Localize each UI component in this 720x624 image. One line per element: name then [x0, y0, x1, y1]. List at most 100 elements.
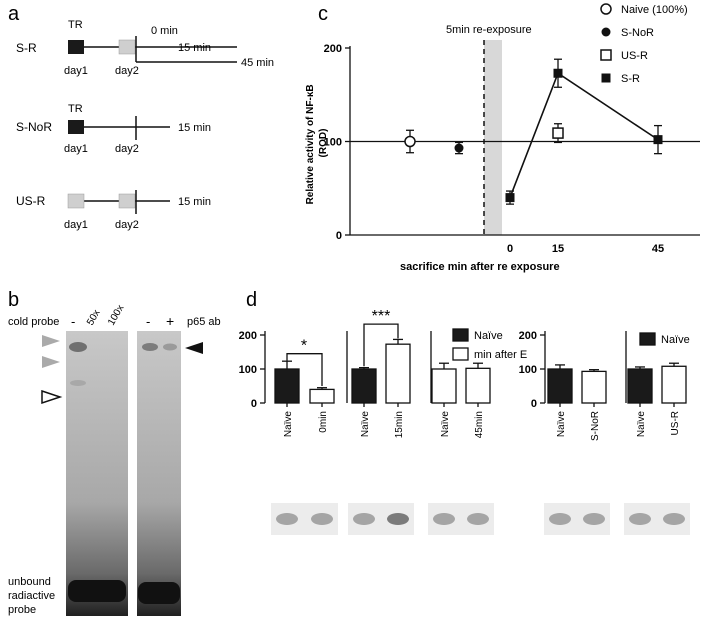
c-point-snor — [454, 143, 464, 153]
c-xtick-label: 0 — [507, 243, 513, 255]
c-point-sr — [553, 68, 563, 78]
d-bar — [547, 368, 573, 404]
legend-label: S-R — [621, 73, 640, 85]
c-sr-line — [509, 72, 659, 198]
d-ytick-label: 100 — [519, 364, 537, 376]
d-ytick-label: 0 — [251, 398, 257, 410]
snor-row-label: S-NoR — [16, 120, 52, 134]
d-legend-label: Naïve — [474, 330, 503, 342]
lane-label-50x: 50x — [85, 308, 103, 327]
gel-left — [66, 331, 128, 616]
snor-tr-label: TR — [68, 103, 83, 115]
d-xtick-label: Naïve — [440, 411, 451, 438]
p65-ab-label: p65 ab — [187, 316, 221, 328]
c-ylabel: Relative activity of NF-κB (ROD) — [305, 82, 329, 205]
d-bar — [661, 365, 687, 404]
d-blot-band — [549, 513, 571, 525]
d-xtick-label: Naïve — [636, 411, 647, 438]
legend-d: Naïve min after E Naïve — [452, 328, 690, 361]
gel-band-complex — [69, 342, 87, 352]
d-xtick-label: Naïve — [360, 411, 371, 438]
lane-label-minus-2: - — [146, 314, 150, 329]
panel-b: b cold probe - 50x 100x - + p65 ab unbou… — [8, 289, 221, 616]
unbound-label-2: radiactive — [8, 590, 55, 602]
gel-right — [137, 331, 181, 616]
d-xtick-label: US-R — [670, 411, 681, 435]
reexposure-shade — [484, 40, 502, 235]
snor-day2-label: day2 — [115, 143, 139, 155]
c-xtick-label: 15 — [552, 243, 564, 255]
panel-b-letter: b — [8, 289, 19, 311]
d-blot-band — [583, 513, 605, 525]
cold-probe-label: cold probe — [8, 316, 59, 328]
d-blot-band — [276, 513, 298, 525]
panel-d: d 0 100 200 Naïve 0min Naïve 15min Naïve 45min 0 1… — [239, 289, 690, 535]
d-xtick-label: Naïve — [283, 411, 294, 438]
usr-day1-label: day1 — [64, 219, 88, 231]
unbound-label-1: unbound — [8, 576, 51, 588]
gel-band-complex-2 — [142, 343, 158, 351]
legend-c: Naive (100%) S-NoR US-R S-R — [600, 3, 688, 85]
d-ytick-label: 100 — [239, 364, 257, 376]
d-blot-band — [467, 513, 489, 525]
sr-15-label: 15 min — [178, 42, 211, 54]
c-ytick-label: 200 — [324, 43, 342, 55]
legend-label: Naive (100%) — [621, 4, 688, 16]
gel-band-nonspecific — [70, 380, 86, 386]
d-bar — [431, 368, 457, 404]
d-xtick-label: S-NoR — [590, 411, 601, 441]
d-bar — [385, 343, 411, 404]
d-sig-star-1: * — [301, 338, 307, 355]
usr-day2-label: day2 — [115, 219, 139, 231]
d-xtick-label: 0min — [318, 411, 329, 433]
arrow-black-icon — [185, 342, 203, 354]
c-xtick-label: 45 — [652, 243, 664, 255]
legend-open-square-icon — [600, 49, 612, 61]
d-sig-bracket-1 — [286, 353, 323, 386]
d-legend-swatch — [452, 347, 469, 361]
d-legend-label: Naïve — [661, 334, 690, 346]
plot-c: 0 100 200 0 15 45 — [324, 40, 700, 255]
lane-label-100x: 100x — [106, 303, 126, 327]
legend-label: US-R — [621, 50, 648, 62]
sr-45-label: 45 min — [241, 57, 274, 69]
panel-c: c 5min re-exposure 0 100 200 0 15 45 sacrific… — [305, 3, 700, 273]
d-bar — [351, 368, 377, 404]
c-xlabel: sacrifice min after re exposure — [400, 261, 560, 273]
d-ytick-label: 0 — [531, 398, 537, 410]
sr-row-label: S-R — [16, 41, 37, 55]
d-blot-band — [433, 513, 455, 525]
panel-a-letter: a — [8, 3, 20, 25]
plot-d: 0 100 200 Naïve 0min Naïve 15min Naïve 45min 0 100… — [239, 308, 690, 535]
d-ytick-label: 200 — [239, 330, 257, 342]
c-point-naive — [404, 135, 416, 148]
legend-open-circle-icon — [600, 3, 612, 15]
d-bar — [627, 368, 653, 404]
d-sig-star-2: *** — [372, 308, 391, 325]
d-xtick-label: Naïve — [556, 411, 567, 438]
d-legend-swatch — [639, 332, 656, 346]
d-blot-band — [353, 513, 375, 525]
lane-label-plus: + — [166, 313, 174, 329]
snor-day1-box — [68, 120, 84, 134]
sr-day1-label: day1 — [64, 65, 88, 77]
legend-filled-circle-icon — [601, 27, 611, 37]
reexposure-label: 5min re-exposure — [446, 24, 532, 36]
d-legend-swatch — [452, 328, 469, 342]
d-blot-band — [663, 513, 685, 525]
usr-row-label: US-R — [16, 194, 46, 208]
sr-day2-box — [118, 39, 136, 55]
snor-day1-label: day1 — [64, 143, 88, 155]
panel-d-letter: d — [246, 289, 257, 311]
lane-label-minus-1: - — [71, 314, 75, 329]
d-xtick-label: 15min — [394, 411, 405, 438]
snor-15-label: 15 min — [178, 122, 211, 134]
c-point-usr — [552, 127, 564, 139]
d-blot-band — [387, 513, 409, 525]
usr-day1-box — [67, 193, 85, 209]
c-ylabel-line1: Relative activity of NF-κB — [305, 84, 316, 204]
c-point-sr — [653, 135, 663, 145]
d-blot-band — [629, 513, 651, 525]
panel-c-letter: c — [318, 3, 328, 25]
d-xtick-label: 45min — [474, 411, 485, 438]
